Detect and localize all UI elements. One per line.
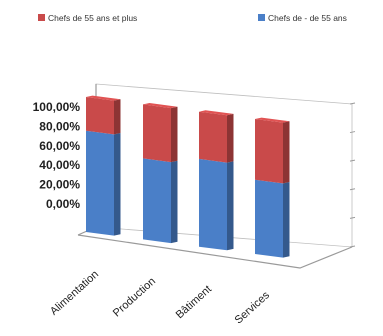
bar-alimentation-55-plus-side: [114, 99, 121, 135]
y-tick-label: 20,00%: [39, 178, 80, 192]
category-label-services: Services: [233, 289, 273, 326]
bar-services-55-plus-side: [283, 121, 290, 184]
bar-services-55-plus: [255, 119, 283, 184]
bar-production-55-plus-top: [143, 103, 178, 109]
bar-production-under-55: [143, 158, 171, 244]
legend-swatch-chefs-de-de-55-ans: [258, 14, 265, 21]
bar-alimentation-55-plus: [86, 97, 114, 135]
axis-tick-mark: [349, 188, 356, 191]
category-label-bâtiment: Bâtiment: [174, 283, 214, 321]
bar-production-under-55-side: [171, 160, 178, 244]
axis-tick-mark: [349, 216, 356, 219]
axis-tick-mark: [349, 159, 356, 162]
bar-alimentation-under-55-side: [114, 133, 121, 236]
y-tick-label: 100,00%: [33, 100, 81, 114]
bar-services-55-plus-top: [255, 117, 290, 123]
bar-alimentation-under-55: [86, 130, 114, 236]
bar-services-under-55-side: [283, 182, 290, 258]
y-tick-label: 60,00%: [39, 139, 80, 153]
y-tick-label: 0,00%: [46, 197, 80, 211]
legend-swatch-chefs-de-55-ans-et-plus: [38, 14, 45, 21]
y-tick-label: 80,00%: [39, 119, 80, 133]
axis-tick-mark: [349, 245, 356, 248]
axis-tick-mark: [349, 131, 356, 134]
bar-bâtiment-under-55: [199, 158, 227, 251]
legend-label-chefs-de-de-55-ans: Chefs de - de 55 ans: [268, 13, 347, 23]
floor-edge: [77, 234, 353, 269]
category-label-alimentation: Alimentation: [48, 268, 101, 317]
bar-production-55-plus: [143, 104, 171, 163]
bar-bâtiment-55-plus-top: [199, 110, 234, 116]
bar-alimentation-55-plus-top: [86, 95, 121, 101]
category-label-production: Production: [111, 275, 158, 319]
bar-services-under-55: [255, 179, 283, 258]
bar-production-55-plus-side: [171, 106, 178, 163]
bar-bâtiment-under-55-side: [227, 161, 234, 251]
legend-label-chefs-de-55-ans-et-plus: Chefs de 55 ans et plus: [48, 13, 137, 23]
y-tick-label: 40,00%: [39, 158, 80, 172]
bar-bâtiment-55-plus-side: [227, 113, 234, 163]
bar-bâtiment-55-plus: [199, 111, 227, 163]
axis-tick-mark: [349, 102, 356, 105]
